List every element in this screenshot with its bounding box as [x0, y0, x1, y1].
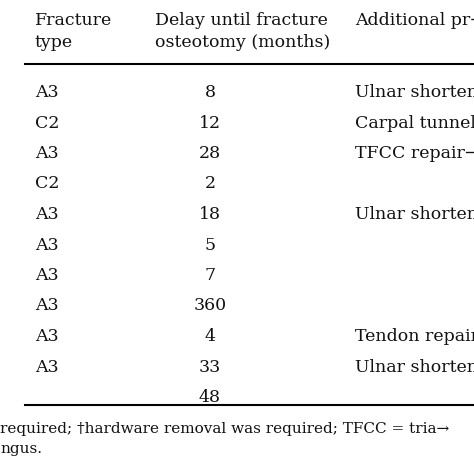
Text: Additional pr→: Additional pr→ — [355, 12, 474, 29]
Text: A3: A3 — [35, 358, 59, 375]
Text: A3: A3 — [35, 328, 59, 345]
Text: 28: 28 — [199, 145, 221, 162]
Text: Ulnar shorten→: Ulnar shorten→ — [355, 206, 474, 223]
Text: A3: A3 — [35, 267, 59, 284]
Text: C2: C2 — [35, 175, 60, 192]
Text: 12: 12 — [199, 115, 221, 131]
Text: A3: A3 — [35, 84, 59, 101]
Text: 33: 33 — [199, 358, 221, 375]
Text: 4: 4 — [204, 328, 216, 345]
Text: Ulnar shorten→: Ulnar shorten→ — [355, 358, 474, 375]
Text: Delay until fracture: Delay until fracture — [155, 12, 328, 29]
Text: 5: 5 — [204, 237, 216, 254]
Text: A3: A3 — [35, 237, 59, 254]
Text: ngus.: ngus. — [0, 443, 42, 456]
Text: 8: 8 — [204, 84, 216, 101]
Text: 7: 7 — [204, 267, 216, 284]
Text: Carpal tunnel→: Carpal tunnel→ — [355, 115, 474, 131]
Text: A3: A3 — [35, 298, 59, 315]
Text: A3: A3 — [35, 145, 59, 162]
Text: osteotomy (months): osteotomy (months) — [155, 34, 330, 51]
Text: 48: 48 — [199, 389, 221, 406]
Text: type: type — [35, 34, 73, 51]
Text: Tendon repair→: Tendon repair→ — [355, 328, 474, 345]
Text: 18: 18 — [199, 206, 221, 223]
Text: A3: A3 — [35, 206, 59, 223]
Text: required; †hardware removal was required; TFCC = tria→: required; †hardware removal was required… — [0, 422, 449, 437]
Text: TFCC repair→: TFCC repair→ — [355, 145, 474, 162]
Text: Ulnar shorten→: Ulnar shorten→ — [355, 84, 474, 101]
Text: 2: 2 — [204, 175, 216, 192]
Text: C2: C2 — [35, 115, 60, 131]
Text: 360: 360 — [193, 298, 227, 315]
Text: Fracture: Fracture — [35, 12, 112, 29]
